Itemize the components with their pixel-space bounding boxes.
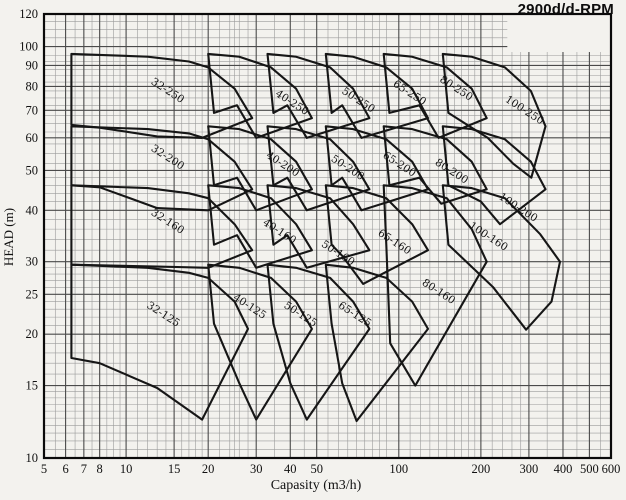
envelope-40-200 bbox=[207, 125, 313, 212]
y-tick-label-100: 100 bbox=[19, 40, 38, 54]
envelope-50-160 bbox=[266, 184, 371, 269]
envelope-80-160 bbox=[382, 184, 488, 387]
x-tick-label-6: 6 bbox=[62, 462, 68, 476]
y-tick-label-120: 120 bbox=[19, 7, 38, 21]
x-tick-label-20: 20 bbox=[202, 462, 215, 476]
envelope-80-250 bbox=[382, 52, 488, 139]
x-tick-label-300: 300 bbox=[520, 462, 539, 476]
x-tick-label-50: 50 bbox=[310, 462, 323, 476]
envelope-50-200 bbox=[266, 125, 371, 212]
envelope-40-125 bbox=[207, 263, 313, 421]
x-tick-label-600: 600 bbox=[602, 462, 621, 476]
envelope-40-160 bbox=[207, 184, 313, 269]
y-tick-label-80: 80 bbox=[26, 79, 39, 93]
x-tick-label-500: 500 bbox=[580, 462, 599, 476]
envelope-80-200 bbox=[382, 125, 488, 205]
envelope-50-250 bbox=[266, 52, 371, 139]
x-tick-label-15: 15 bbox=[168, 462, 181, 476]
x-tick-label-8: 8 bbox=[97, 462, 103, 476]
blank-patch bbox=[507, 14, 611, 53]
y-tick-label-70: 70 bbox=[26, 103, 39, 117]
plot-border bbox=[42, 12, 613, 460]
x-tick-label-7: 7 bbox=[81, 462, 87, 476]
y-tick-label-15: 15 bbox=[26, 379, 39, 393]
chart-title: 2900d/d-RPM bbox=[517, 1, 614, 18]
x-tick-label-30: 30 bbox=[250, 462, 263, 476]
envelope-50-125 bbox=[266, 263, 371, 421]
y-tick-label-50: 50 bbox=[26, 163, 39, 177]
x-axis-title: Capasity (m3/h) bbox=[270, 478, 362, 493]
envelope-65-160 bbox=[324, 184, 430, 285]
x-tick-label-10: 10 bbox=[120, 462, 133, 476]
y-axis-title: HEAD (m) bbox=[1, 207, 16, 267]
x-tick-label-5: 5 bbox=[41, 462, 47, 476]
y-tick-label-10: 10 bbox=[26, 451, 39, 465]
x-tick-label-40: 40 bbox=[284, 462, 297, 476]
x-tick-label-200: 200 bbox=[472, 462, 491, 476]
envelope-100-250 bbox=[441, 52, 547, 179]
y-tick-label-25: 25 bbox=[26, 287, 39, 301]
x-tick-label-100: 100 bbox=[389, 462, 408, 476]
y-tick-label-40: 40 bbox=[26, 203, 39, 217]
envelope-40-250 bbox=[207, 52, 313, 139]
envelope-100-200 bbox=[441, 125, 547, 226]
envelope-100-160 bbox=[441, 184, 562, 331]
y-tick-label-90: 90 bbox=[26, 58, 39, 72]
y-tick-label-20: 20 bbox=[26, 327, 39, 341]
y-tick-label-60: 60 bbox=[26, 131, 39, 145]
x-tick-label-400: 400 bbox=[554, 462, 573, 476]
envelope-65-125 bbox=[324, 263, 430, 423]
envelope-32-125 bbox=[70, 263, 250, 421]
y-tick-label-30: 30 bbox=[26, 255, 39, 269]
